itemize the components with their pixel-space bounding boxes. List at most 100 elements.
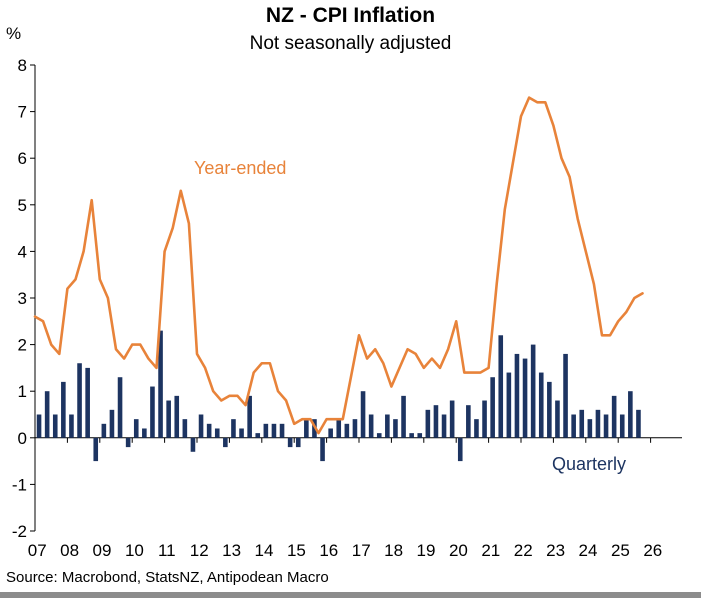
quarterly-bar <box>628 391 633 438</box>
x-tick-label: 09 <box>93 541 112 560</box>
quarterly-bar <box>603 414 609 438</box>
x-tick-label: 18 <box>384 541 403 560</box>
quarterly-bar <box>538 372 544 438</box>
y-axis-unit-label: % <box>6 24 22 43</box>
quarterly-bar <box>449 400 455 438</box>
quarterly-bar <box>150 386 155 438</box>
x-tick-label: 14 <box>255 541 274 560</box>
source-note: Source: Macrobond, StatsNZ, Antipodean M… <box>6 569 329 586</box>
y-tick-label: 8 <box>18 56 27 75</box>
quarterly-bar <box>498 335 504 438</box>
quarterly-bar <box>287 437 293 448</box>
bottom-rule <box>0 592 701 598</box>
x-tick-label: 10 <box>125 541 144 560</box>
x-tick-label: 25 <box>611 541 630 560</box>
quarterly-bar <box>563 353 568 438</box>
quarterly-bar <box>547 381 552 438</box>
year-ended-series-line <box>33 96 644 435</box>
quarterly-bar <box>376 433 382 438</box>
year-ended-annotation: Year-ended <box>194 158 287 178</box>
quarterly-bar <box>385 414 390 438</box>
quarterly-bar <box>619 414 625 438</box>
quarterly-bar <box>133 419 139 438</box>
quarterly-bar <box>77 363 82 438</box>
x-tick-label: 17 <box>352 541 371 560</box>
quarterly-bar <box>417 433 423 438</box>
quarterly-bar <box>441 414 447 438</box>
quarterly-bar <box>482 400 487 438</box>
quarterly-bar <box>344 423 350 438</box>
y-tick-label: 2 <box>18 336 27 355</box>
y-tick-label: 0 <box>18 429 27 448</box>
quarterly-bar <box>571 414 576 438</box>
x-tick-label: 15 <box>287 541 306 560</box>
quarterly-bar <box>328 428 333 438</box>
y-tick-label: 1 <box>18 382 27 401</box>
quarterly-bar <box>214 428 220 438</box>
quarterly-bar <box>117 377 123 438</box>
quarterly-bar <box>263 423 269 438</box>
quarterly-bar <box>304 419 309 438</box>
quarterly-bar <box>125 437 131 448</box>
quarterly-bar <box>166 400 171 438</box>
quarterly-bar <box>255 433 261 438</box>
quarterly-bar <box>490 377 495 438</box>
quarterly-bar <box>36 414 42 438</box>
quarterly-bar <box>466 405 471 438</box>
quarterly-bar <box>247 395 252 438</box>
chart-subtitle: Not seasonally adjusted <box>249 33 452 54</box>
y-tick-label: -1 <box>12 475 27 494</box>
x-tick-label: 20 <box>449 541 468 560</box>
quarterly-bar <box>44 391 50 438</box>
quarterly-bar <box>595 409 601 438</box>
y-tick-label: 4 <box>18 242 27 261</box>
quarterly-bar <box>223 437 228 448</box>
y-tick-label: 3 <box>18 289 27 308</box>
quarterly-bar <box>368 414 374 438</box>
quarterly-bar <box>271 423 277 438</box>
quarterly-bar <box>142 428 147 438</box>
x-tick-label: 24 <box>579 541 598 560</box>
quarterly-bar <box>182 419 188 438</box>
x-tick-label: 26 <box>643 541 662 560</box>
x-tick-label: 12 <box>190 541 209 560</box>
quarterly-bar <box>52 414 58 438</box>
quarterly-bar <box>109 409 115 438</box>
y-tick-label: 5 <box>18 196 27 215</box>
x-tick-label: 08 <box>60 541 79 560</box>
y-axis: -2 -1 0 1 2 3 4 5 6 7 8 <box>12 56 36 541</box>
quarterly-bar <box>611 395 617 438</box>
quarterly-bar <box>401 395 406 438</box>
quarterly-bar <box>393 419 398 438</box>
quarterly-bar <box>190 437 196 452</box>
x-tick-label: 11 <box>158 541 176 560</box>
y-tick-label: 6 <box>18 149 27 168</box>
quarterly-bar <box>587 419 593 438</box>
quarterly-bar <box>320 437 325 462</box>
quarterly-bar <box>295 437 301 448</box>
quarterly-bar <box>506 372 512 438</box>
quarterly-bar <box>85 367 90 438</box>
x-tick-label: 22 <box>514 541 533 560</box>
quarterly-bar <box>555 400 560 438</box>
quarterly-bar <box>433 405 439 438</box>
quarterly-bar <box>206 423 212 438</box>
quarterly-bar <box>530 344 536 438</box>
quarterly-bar <box>198 414 204 438</box>
quarterly-bar <box>279 423 285 438</box>
quarterly-bar <box>336 419 342 438</box>
quarterly-bar <box>457 437 463 462</box>
quarterly-bar <box>101 423 107 438</box>
quarterly-bar <box>474 419 479 438</box>
quarterly-bar <box>579 409 585 438</box>
x-tick-label: 13 <box>222 541 241 560</box>
quarterly-bar <box>514 353 520 438</box>
quarterly-annotation: Quarterly <box>552 454 627 474</box>
x-tick-label: 23 <box>546 541 565 560</box>
quarterly-bar <box>360 391 366 438</box>
quarterly-bar <box>425 409 431 438</box>
y-tick-label: 7 <box>18 103 27 122</box>
year-ended-line <box>33 96 644 435</box>
y-tick-label: -2 <box>12 522 27 541</box>
